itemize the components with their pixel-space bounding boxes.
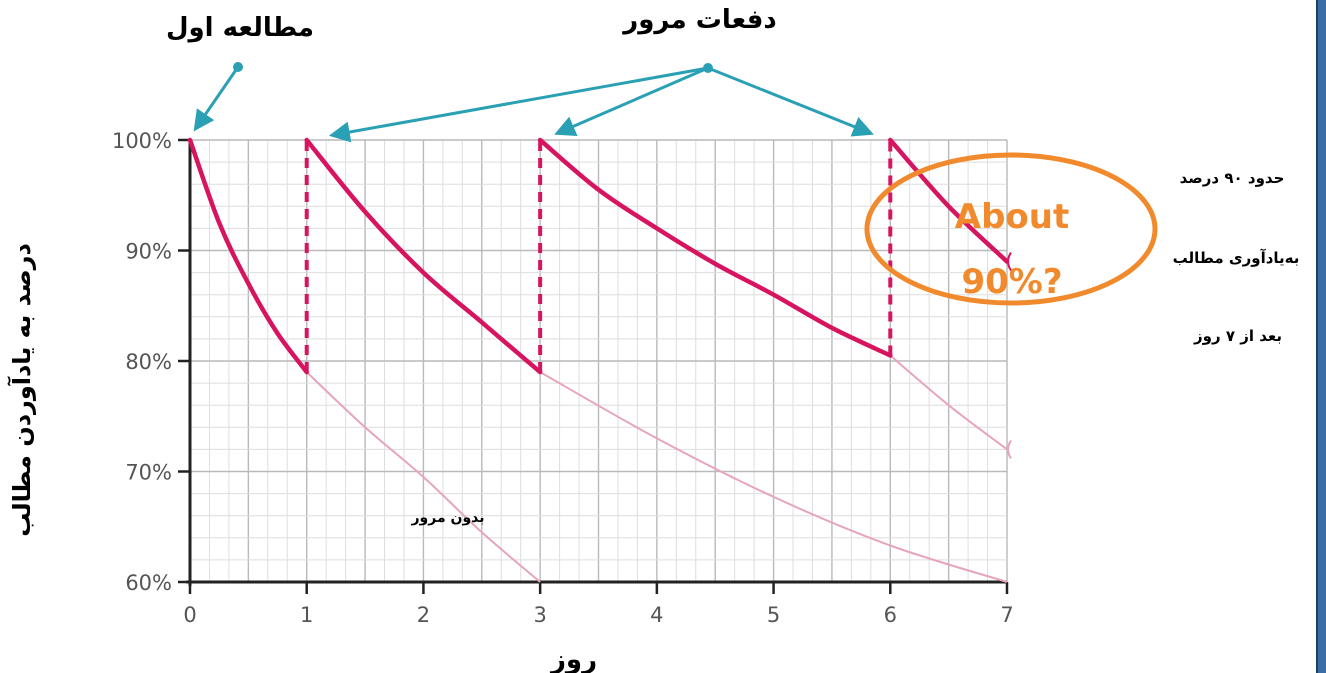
review-arrow-3 <box>707 66 874 137</box>
review-curve-1 <box>187 137 309 375</box>
review-curve-3 <box>537 137 893 358</box>
y-tick-label: 60% <box>125 571 172 595</box>
review-curve-2 <box>304 137 543 375</box>
no-review-curve-3 <box>889 354 1008 451</box>
note-line-2: به‌یادآوری مطالب <box>1173 249 1300 267</box>
first-study-arrow <box>193 66 240 132</box>
page-border-right <box>1316 0 1326 673</box>
callout-line-2: 90%? <box>961 262 1062 302</box>
y-tick-label: 80% <box>125 350 172 374</box>
series-lines <box>187 137 1012 583</box>
x-tick-label: 0 <box>183 603 196 627</box>
grid <box>189 139 1008 583</box>
curve-end-cap <box>1007 439 1012 459</box>
review-curve-4 <box>888 137 1010 264</box>
callout-ellipse <box>864 152 1158 306</box>
first-study-label: مطالعه اول <box>166 13 314 43</box>
review-arrow-origin <box>703 63 713 73</box>
review-times-label: دفعات مرور <box>621 5 776 35</box>
review-arrow-2 <box>554 66 709 136</box>
tick-labels: 0 1 2 3 4 5 6 7 60% 70% 80% 90% 100% <box>112 129 1014 627</box>
first-study-arrow-origin <box>233 62 243 72</box>
no-review-curve-1 <box>306 371 541 583</box>
x-axis-title: روز <box>549 645 597 673</box>
note-line-3: بعد از ۷ روز <box>1193 327 1282 345</box>
curve-end-cap <box>1007 251 1012 272</box>
x-tick-label: 7 <box>1000 603 1013 627</box>
x-tick-label: 2 <box>417 603 430 627</box>
x-tick-label: 1 <box>300 603 313 627</box>
y-tick-label: 100% <box>112 129 172 153</box>
y-tick-label: 70% <box>125 461 172 485</box>
x-tick-label: 6 <box>884 603 897 627</box>
no-review-curve-2 <box>539 371 1008 583</box>
y-tick-label: 90% <box>125 240 172 264</box>
callout-line-1: About <box>955 197 1069 237</box>
x-tick-label: 5 <box>767 603 780 627</box>
x-tick-label: 4 <box>650 603 663 627</box>
axes <box>186 140 1007 586</box>
review-arrow-1 <box>328 66 709 143</box>
x-tick-label: 3 <box>533 603 546 627</box>
annotation-arrows <box>193 62 874 143</box>
no-review-label: بدون مرور <box>410 510 484 526</box>
note-line-1: حدود ۹۰ درصد <box>1180 169 1285 187</box>
y-axis-title: درصد به یادآوردن مطالب <box>7 243 36 537</box>
